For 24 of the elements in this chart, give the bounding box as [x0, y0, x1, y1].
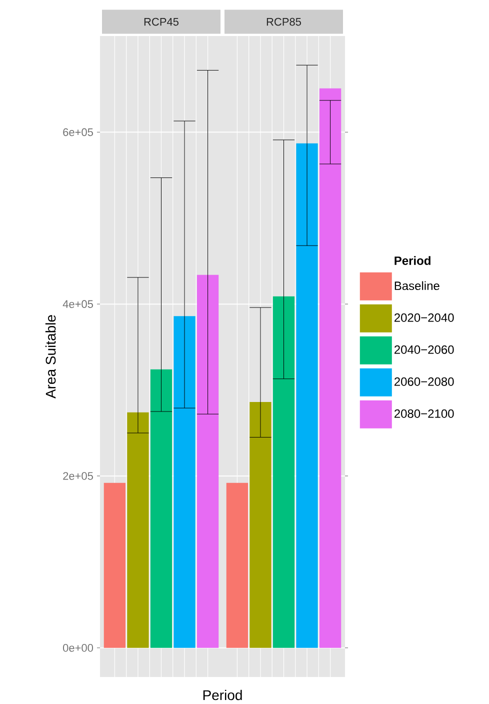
legend-label: Baseline	[394, 281, 440, 290]
x-tick-label: RCP45	[144, 18, 178, 26]
y-tick-label: 2e+05	[63, 472, 93, 480]
bar	[226, 482, 248, 648]
bar	[319, 88, 342, 648]
legend-label: 2020−2040	[394, 313, 454, 322]
bar	[127, 412, 149, 648]
bar	[196, 274, 219, 648]
legend-label: 2060−2080	[394, 377, 454, 386]
bar	[272, 296, 295, 648]
y-tick-label: 6e+05	[63, 128, 93, 136]
y-tick-label: 0e+00	[62, 644, 94, 652]
bar	[174, 316, 196, 648]
bar	[104, 482, 126, 648]
y-axis-title: Area Suitable	[45, 315, 56, 398]
x-tick-label: RCP85	[266, 18, 301, 26]
y-tick-label: 4e+05	[62, 300, 93, 308]
x-axis-title: Period	[203, 690, 242, 700]
bar	[296, 143, 318, 648]
legend-label: 2040−2060	[394, 345, 454, 354]
bar	[150, 369, 172, 648]
legend-title: Period	[394, 256, 430, 265]
bar	[250, 402, 272, 648]
legend-label: 2080−2100	[394, 409, 454, 418]
